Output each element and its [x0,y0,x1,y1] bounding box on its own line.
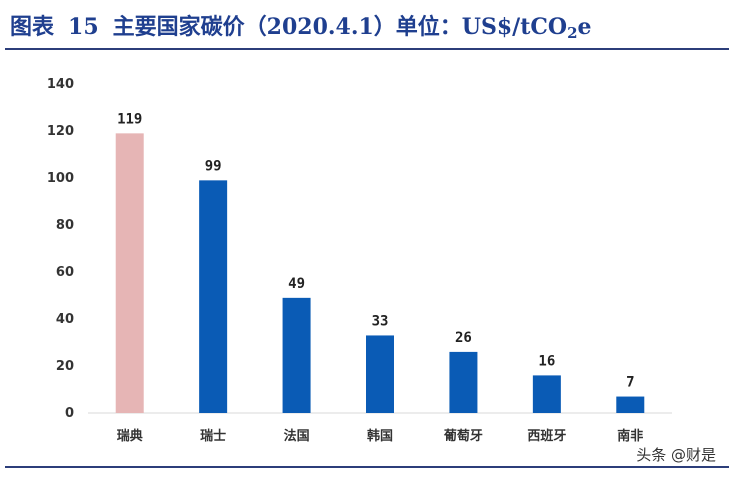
y-tick-label: 0 [65,406,74,421]
bar-1 [199,180,228,413]
title-divider [5,48,729,50]
bar-4 [449,351,478,413]
y-tick-label: 80 [56,218,74,233]
data-label: 99 [205,158,222,174]
y-axis: 0 20 40 60 80 100 120 140 [47,77,74,421]
data-label: 49 [288,276,305,292]
bar-5 [532,375,561,413]
y-tick-label: 140 [47,77,74,92]
bottom-divider [5,466,729,468]
data-labels-group: 119 99 49 33 26 16 7 [117,111,634,390]
figure-number: 15 [68,14,99,40]
figure-title-tail: e [577,14,592,40]
data-label: 26 [455,330,472,346]
category-label: 法国 [284,428,310,444]
bar-2 [282,297,311,413]
category-label: 瑞典 [117,428,143,444]
y-tick-label: 60 [56,265,74,280]
category-label: 西班牙 [527,428,566,444]
category-label: 葡萄牙 [443,428,483,444]
figure-label: 图表 [10,14,55,40]
data-label: 16 [538,353,555,369]
category-labels-group: 瑞典 瑞士 法国 韩国 葡萄牙 西班牙 南非 [117,428,644,444]
bar-3 [366,335,394,413]
figure-title-main: 主要国家碳价（2020.4.1）单位：US$/tCO [112,14,568,40]
figure-title-subscript: 2 [567,24,578,42]
category-label: 韩国 [367,428,393,444]
y-tick-label: 20 [56,359,74,374]
data-label: 7 [626,375,634,391]
data-label: 33 [372,313,389,329]
y-tick-label: 120 [47,124,74,139]
watermark: 头条 @财是 [634,444,718,465]
bar-0 [115,133,144,413]
data-label: 119 [117,111,142,127]
category-label: 瑞士 [200,428,226,444]
y-tick-label: 40 [56,312,74,327]
category-label: 南非 [617,428,643,444]
y-tick-label: 100 [47,171,74,186]
figure-title: 图表 15 主要国家碳价（2020.4.1）单位：US$/tCO2e [10,12,592,42]
bar-6 [616,396,645,413]
bars-group [115,133,645,413]
